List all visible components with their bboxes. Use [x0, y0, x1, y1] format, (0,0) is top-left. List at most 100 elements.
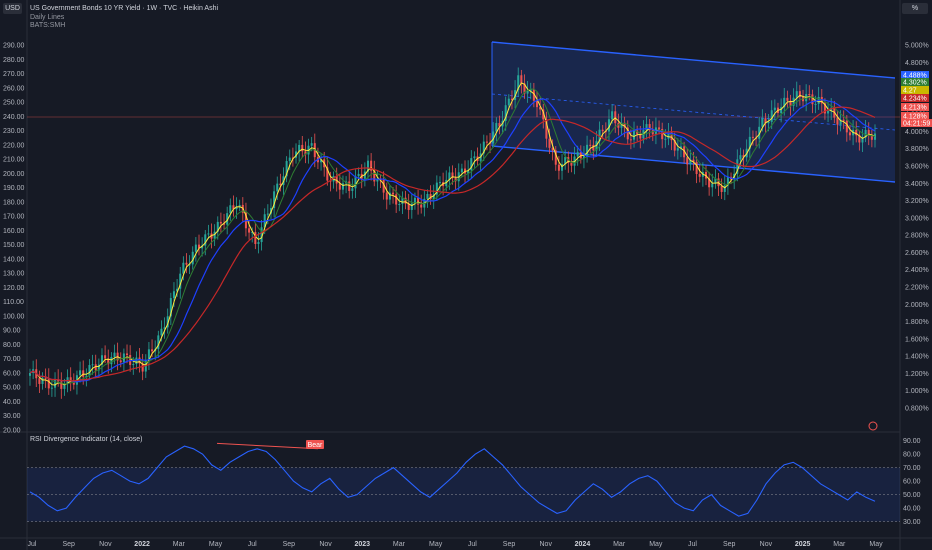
candle-body: [633, 130, 636, 140]
candle-body: [157, 335, 160, 350]
candle-body: [185, 262, 188, 265]
candle-body: [467, 170, 470, 174]
right-axis-tick: 1.600%: [905, 336, 929, 343]
candle-body: [636, 130, 639, 135]
candle-body: [407, 203, 410, 210]
left-axis-tick: 30.00: [3, 413, 21, 420]
left-axis-tick: 130.00: [3, 271, 25, 278]
candle-body: [626, 127, 629, 140]
candle-body: [739, 155, 742, 160]
candle-body: [47, 377, 50, 389]
price-label: 4.128%: [903, 114, 927, 121]
candle-body: [495, 123, 498, 132]
candle-body: [85, 375, 88, 377]
candle-body: [216, 221, 219, 232]
candle-body: [176, 288, 179, 292]
candle-body: [661, 128, 664, 140]
candle-body: [827, 110, 830, 114]
candle-body: [873, 133, 877, 140]
candle-body: [780, 107, 783, 113]
candle-body: [839, 119, 842, 125]
candle-body: [188, 264, 191, 266]
right-axis-tick: 3.600%: [905, 164, 929, 171]
candle-body: [260, 227, 263, 243]
candle-body: [366, 160, 370, 172]
price-label: 4.27: [903, 88, 917, 95]
ma-blue-line: [29, 98, 876, 383]
candle-body: [151, 349, 154, 352]
x-axis-tick: 2022: [134, 541, 150, 548]
candle-body: [460, 168, 463, 173]
candle-body: [341, 183, 344, 190]
right-axis-tick: 2.400%: [905, 267, 929, 274]
candle-body: [326, 167, 329, 181]
candle-body: [126, 353, 129, 356]
candle-body: [723, 185, 726, 192]
candle-body: [592, 144, 595, 151]
currency-button[interactable]: USD: [3, 3, 22, 14]
rsi-axis-tick: 30.00: [903, 519, 921, 526]
candle-body: [279, 183, 282, 186]
candle-body: [539, 107, 542, 110]
candle-body: [194, 244, 197, 252]
x-axis-tick: Nov: [540, 541, 553, 548]
rsi-line: [29, 445, 876, 517]
candle-body: [836, 117, 839, 125]
candle-body: [864, 129, 867, 138]
candle-body: [207, 233, 210, 235]
candle-body: [470, 158, 473, 171]
candle-body: [276, 183, 279, 192]
candle-body: [213, 231, 216, 239]
candle-body: [91, 364, 94, 366]
candle-body: [645, 124, 648, 131]
candle-body: [773, 107, 776, 111]
price-label-box: [901, 86, 929, 94]
candle-body: [504, 105, 507, 121]
candle-body: [238, 204, 241, 207]
right-axis-tick: 2.800%: [905, 233, 929, 240]
candle-body: [79, 370, 82, 376]
candle-body: [28, 372, 32, 376]
candle-body: [736, 159, 739, 174]
candle-body: [132, 364, 135, 366]
right-axis-tick: 4.800%: [905, 60, 929, 67]
x-axis-tick: 2023: [354, 541, 370, 548]
left-axis-tick: 270.00: [3, 71, 25, 78]
ma-mid-line: [29, 88, 876, 385]
left-axis-tick: 250.00: [3, 100, 25, 107]
left-axis-tick: 90.00: [3, 328, 21, 335]
candle-body: [520, 75, 523, 84]
candle-body: [338, 183, 341, 190]
candle-body: [160, 328, 163, 336]
candle-body: [529, 89, 532, 91]
price-label-box: [901, 103, 929, 111]
candle-body: [670, 132, 673, 141]
percent-button[interactable]: %: [902, 3, 928, 14]
candle-body: [789, 100, 792, 106]
x-axis-tick: Sep: [503, 541, 516, 548]
x-axis-tick: Mar: [833, 541, 846, 548]
candle-body: [54, 379, 57, 388]
candle-body: [63, 384, 66, 389]
candle-body: [564, 157, 567, 165]
left-axis-tick: 200.00: [3, 171, 25, 178]
candle-body: [226, 213, 229, 225]
candle-body: [830, 107, 833, 111]
candle-body: [448, 172, 451, 180]
candle-body: [273, 191, 276, 209]
candle-body: [197, 244, 201, 249]
candle-body: [492, 131, 495, 144]
candle-body: [438, 182, 441, 184]
candle-body: [664, 138, 667, 140]
right-axis-tick: 2.200%: [905, 285, 929, 292]
candle-body: [141, 363, 144, 372]
x-axis-tick: Nov: [319, 541, 332, 548]
candle-body: [748, 136, 751, 149]
price-label-box: [901, 71, 929, 79]
candle-body: [586, 144, 589, 156]
rsi-title: RSI Divergence Indicator (14, close): [30, 436, 143, 443]
alert-icon: [868, 421, 878, 431]
candle-body: [451, 172, 454, 178]
x-axis-tick: 2024: [575, 541, 591, 548]
